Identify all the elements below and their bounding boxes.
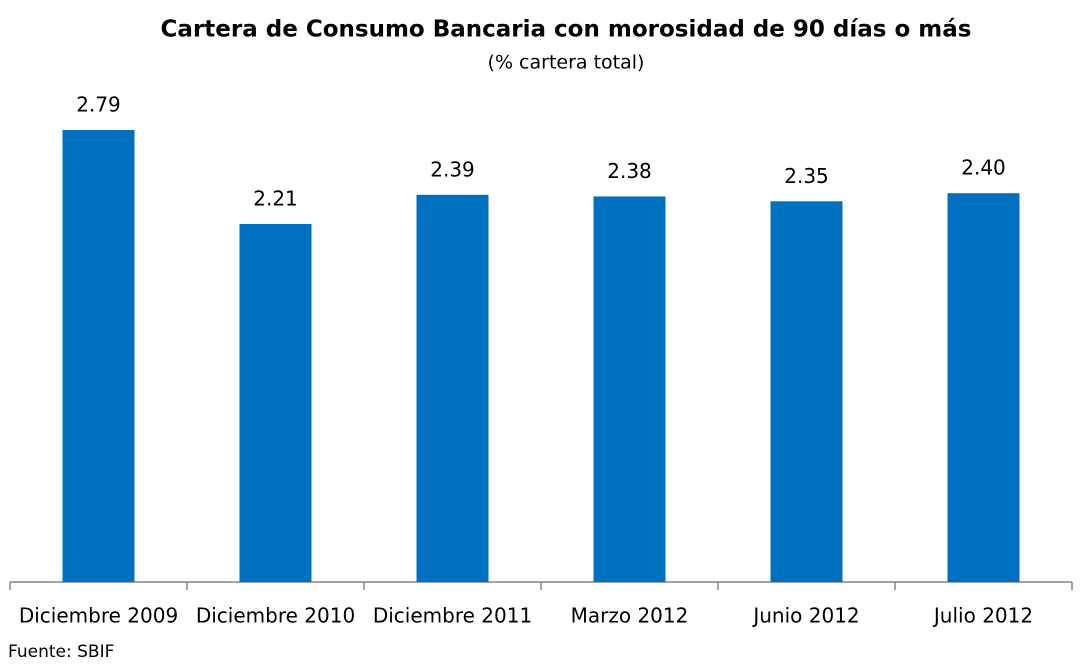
data-label: 2.79 <box>76 93 121 117</box>
x-tick-label: Marzo 2012 <box>571 604 689 628</box>
source-note: Fuente: SBIF <box>8 642 114 662</box>
data-label: 2.21 <box>253 186 298 210</box>
x-tick-label: Julio 2012 <box>932 604 1033 628</box>
bar <box>62 130 135 582</box>
bar <box>770 201 843 583</box>
bar <box>239 223 312 583</box>
x-tick-label: Diciembre 2011 <box>373 604 532 628</box>
bar <box>593 196 666 582</box>
data-label: 2.35 <box>784 164 829 188</box>
data-label: 2.39 <box>430 157 475 181</box>
data-label: 2.38 <box>607 159 652 183</box>
bar <box>947 193 1020 582</box>
x-tick-label: Diciembre 2009 <box>19 604 178 628</box>
data-label: 2.40 <box>961 156 1006 180</box>
x-tick-label: Junio 2012 <box>751 604 859 628</box>
bar <box>416 194 489 582</box>
chart-subtitle: (% cartera total) <box>488 52 645 74</box>
x-tick-label: Diciembre 2010 <box>196 604 355 628</box>
chart-title: Cartera de Consumo Bancaria con morosida… <box>161 17 972 43</box>
